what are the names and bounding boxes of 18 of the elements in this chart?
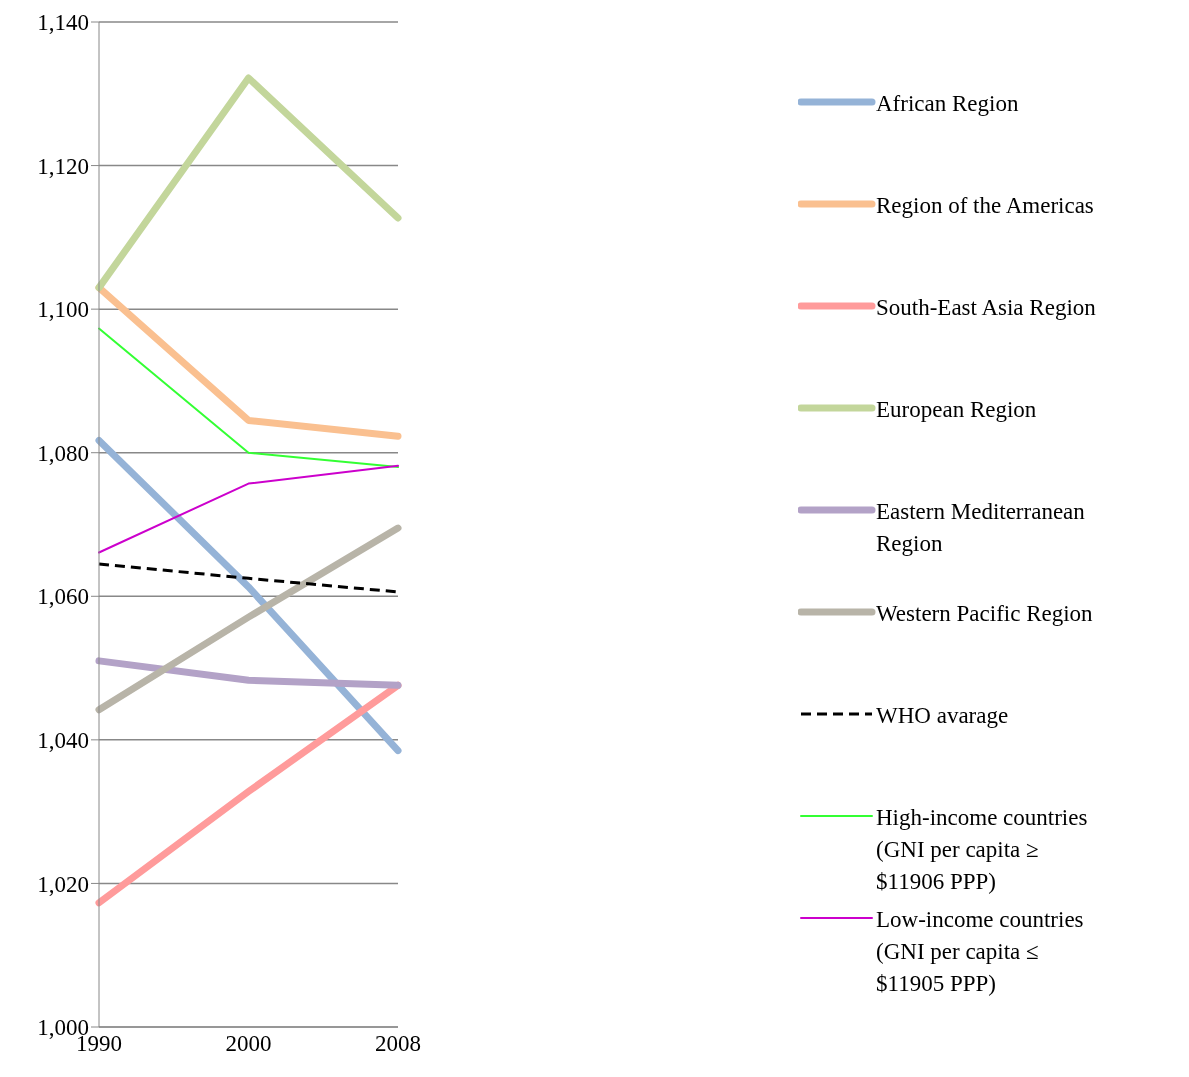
legend-label: African Region (876, 90, 1019, 118)
legend-label: WHO avarage (876, 702, 1009, 730)
y-tick-label: 1,020 (37, 871, 89, 897)
y-tick-label: 1,060 (37, 584, 89, 610)
legend-label: South-East Asia Region (876, 294, 1096, 322)
y-tick-label: 1,080 (37, 440, 89, 466)
y-tick-label: 1,140 (37, 10, 89, 36)
y-tick-label: 1,100 (37, 297, 89, 323)
x-tick-label: 2008 (375, 1031, 421, 1057)
y-tick-label: 1,120 (37, 153, 89, 179)
x-tick-label: 2000 (225, 1031, 272, 1057)
legend-label: Region of the Americas (876, 192, 1094, 220)
legend-label: High-income countries (GNI per capita ≥ $11906 PPP) (876, 804, 1089, 896)
y-tick-label: 1,040 (37, 728, 89, 754)
legend-label: Low-income countries (GNI per capita ≤ $11905 PPP) (876, 906, 1085, 998)
legend-label: European Region (876, 396, 1037, 424)
legend-label: Western Pacific Region (876, 600, 1093, 628)
legend-label: Eastern Mediterranean Region (876, 498, 1086, 558)
